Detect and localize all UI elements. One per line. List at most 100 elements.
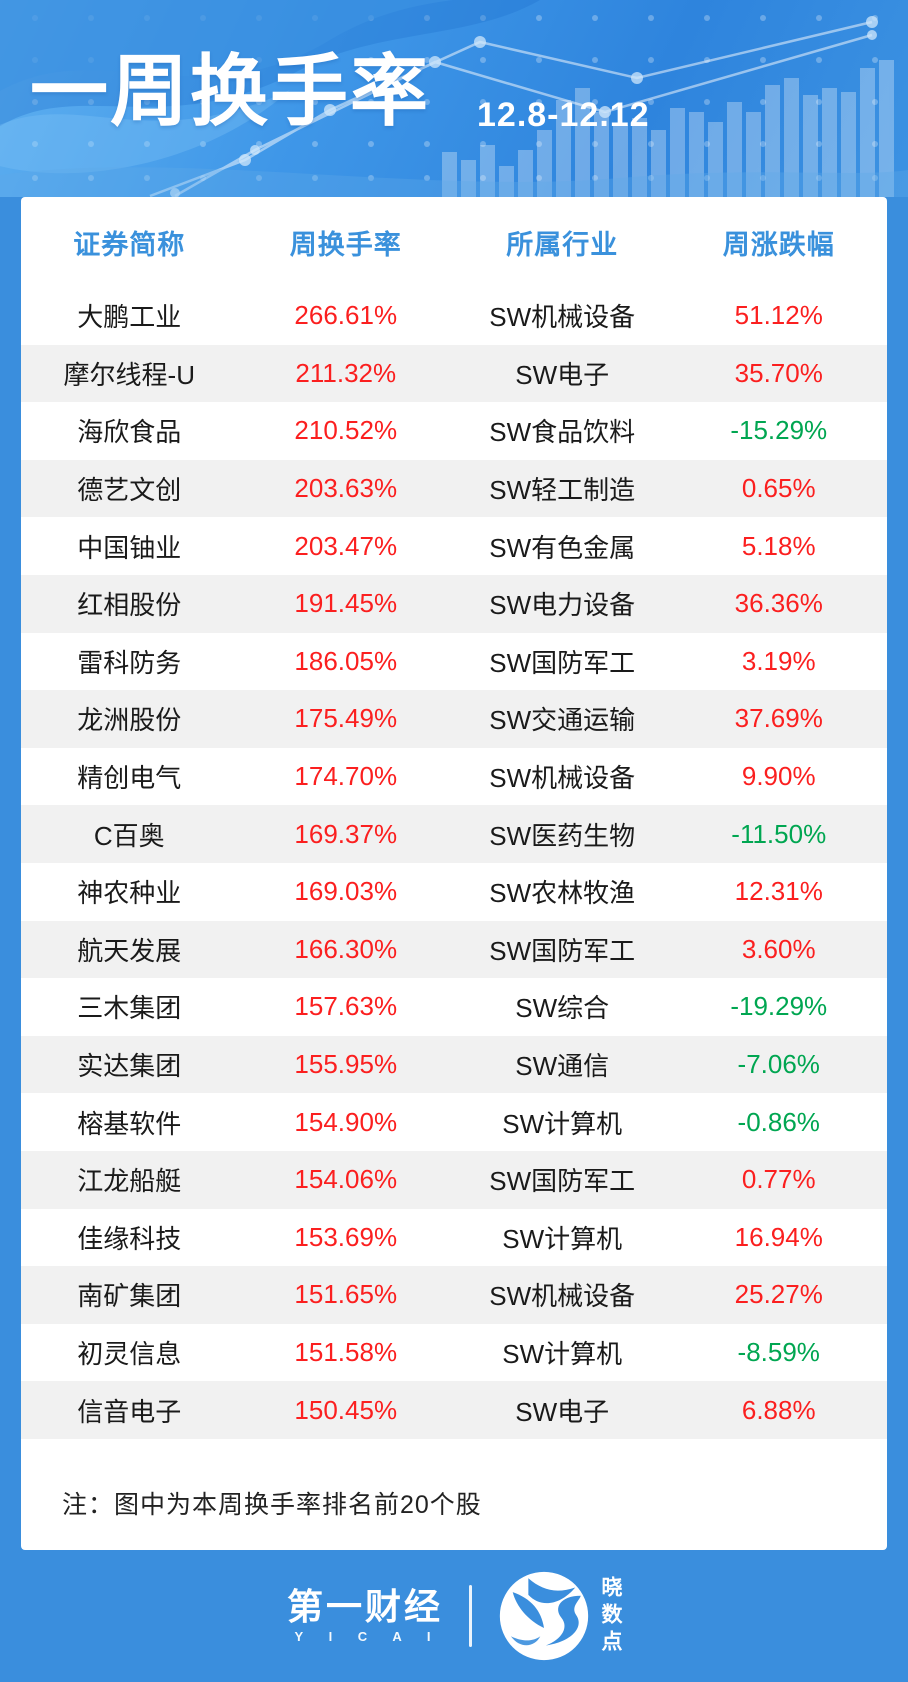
cell-industry: SW轻工制造	[489, 475, 636, 506]
cell-stock-name: 航天发展	[77, 935, 182, 966]
table-row: 南矿集团 151.65% SW机械设备 25.27%	[21, 1266, 887, 1324]
cell-weekly-change: 6.88%	[741, 1394, 816, 1425]
cell-weekly-change: -7.06%	[737, 1049, 820, 1080]
header-decoration-graphic	[0, 0, 908, 197]
table-row: 德艺文创 203.63% SW轻工制造 0.65%	[21, 459, 887, 518]
cell-stock-name: 德艺文创	[77, 475, 182, 506]
yicai-logo-cn: 第一财经	[286, 1585, 443, 1627]
cell-industry: SW机械设备	[489, 1281, 636, 1312]
cell-weekly-change: -0.86%	[737, 1106, 820, 1137]
cell-turnover-rate: 203.63%	[294, 473, 398, 504]
column-header-stock: 证券简称	[73, 229, 186, 260]
cell-stock-name: 大鹏工业	[77, 302, 182, 333]
cell-stock-name: 榕基软件	[77, 1108, 182, 1139]
cell-stock-name: 实达集团	[77, 1051, 182, 1082]
cell-industry: SW机械设备	[489, 763, 636, 794]
table-row: 佳缘科技 153.69% SW计算机 16.94%	[21, 1208, 887, 1267]
cell-industry: SW农林牧渔	[489, 878, 636, 909]
cell-weekly-change: -8.59%	[737, 1336, 820, 1367]
cell-industry: SW有色金属	[489, 532, 636, 563]
cell-stock-name: 摩尔线程-U	[63, 359, 195, 390]
table-row: 信音电子 150.45% SW电子 6.88%	[21, 1381, 887, 1439]
cell-turnover-rate: 174.70%	[294, 761, 398, 792]
table-row: 神农种业 169.03% SW农林牧渔 12.31%	[21, 862, 887, 921]
cell-industry: SW通信	[515, 1051, 610, 1082]
table-row: 海欣食品 210.52% SW食品饮料 -15.29%	[21, 402, 887, 460]
cell-stock-name: C百奥	[93, 820, 165, 851]
table-row: 三木集团 157.63% SW综合 -19.29%	[21, 978, 887, 1036]
table-row: C百奥 169.37% SW医药生物 -11.50%	[21, 805, 887, 863]
cell-weekly-change: 0.65%	[741, 473, 816, 504]
cell-industry: SW机械设备	[489, 302, 636, 333]
cell-stock-name: 佳缘科技	[77, 1223, 182, 1254]
table-body: 大鹏工业 266.61% SW机械设备 51.12% 摩尔线程-U 211.32% SW电子…	[21, 287, 887, 1439]
cell-weekly-change: -19.29%	[730, 991, 828, 1022]
cell-weekly-change: 36.36%	[734, 588, 823, 619]
cell-industry: SW电子	[515, 1396, 610, 1427]
yicai-logo: 第一财经 Y I C A I	[286, 1585, 443, 1645]
cell-stock-name: 信音电子	[77, 1396, 182, 1427]
cell-industry: SW国防军工	[489, 1166, 636, 1197]
cell-weekly-change: -11.50%	[731, 818, 827, 849]
cell-turnover-rate: 151.58%	[294, 1336, 398, 1367]
table-row: 红相股份 191.45% SW电力设备 36.36%	[21, 574, 887, 633]
xiaoshudian-logo-text: 晓数点	[599, 1575, 622, 1657]
table-row: 实达集团 155.95% SW通信 -7.06%	[21, 1035, 887, 1094]
cell-stock-name: 南矿集团	[77, 1281, 182, 1312]
cell-industry: SW计算机	[502, 1108, 623, 1139]
cell-turnover-rate: 150.45%	[294, 1394, 398, 1425]
cell-turnover-rate: 155.95%	[294, 1049, 398, 1080]
cell-turnover-rate: 186.05%	[294, 645, 398, 676]
cell-weekly-change: 12.31%	[734, 876, 823, 907]
xs-monogram-icon	[499, 1571, 589, 1661]
cell-turnover-rate: 211.32%	[295, 357, 397, 388]
cell-industry: SW交通运输	[489, 705, 636, 736]
cell-weekly-change: 3.60%	[741, 933, 816, 964]
cell-stock-name: 海欣食品	[77, 417, 182, 448]
table-card: 证券简称 周换手率 所属行业 周涨跌幅 大鹏工业 266.61% SW机械设备 51.…	[21, 197, 887, 1550]
cell-weekly-change: 16.94%	[734, 1221, 823, 1252]
cell-weekly-change: 25.27%	[734, 1279, 823, 1310]
table-row: 中国铀业 203.47% SW有色金属 5.18%	[21, 517, 887, 575]
cell-stock-name: 初灵信息	[77, 1338, 182, 1369]
page-title: 一周换手率	[30, 47, 431, 135]
cell-stock-name: 精创电气	[77, 763, 182, 794]
cell-weekly-change: -15.29%	[730, 415, 828, 446]
cell-turnover-rate: 210.52%	[294, 415, 398, 446]
wave-shape	[0, 0, 454, 92]
cell-turnover-rate: 153.69%	[294, 1221, 398, 1252]
cell-industry: SW计算机	[502, 1223, 623, 1254]
table-row: 雷科防务 186.05% SW国防军工 3.19%	[21, 632, 887, 691]
date-range: 12.8-12.12	[477, 96, 650, 134]
cell-weekly-change: 0.77%	[741, 1164, 816, 1195]
table-row: 榕基软件 154.90% SW计算机 -0.86%	[21, 1093, 887, 1151]
footer-bar: 第一财经 Y I C A I 晓数点	[0, 1550, 908, 1682]
cell-stock-name: 三木集团	[77, 993, 182, 1024]
cell-industry: SW国防军工	[489, 647, 636, 678]
header-banner: 一周换手率 12.8-12.12	[0, 0, 908, 197]
cell-turnover-rate: 175.49%	[294, 703, 398, 734]
bar-chart-decoration	[442, 60, 894, 197]
cell-industry: SW国防军工	[489, 935, 636, 966]
cell-weekly-change: 35.70%	[734, 357, 823, 388]
cell-turnover-rate: 203.47%	[294, 530, 398, 561]
yicai-logo-en: Y I C A I	[294, 1629, 442, 1645]
cell-turnover-rate: 191.45%	[294, 588, 398, 619]
cell-turnover-rate: 151.65%	[294, 1279, 398, 1310]
cell-weekly-change: 51.12%	[734, 300, 823, 331]
cell-stock-name: 江龙船艇	[77, 1166, 182, 1197]
cell-industry: SW电力设备	[489, 590, 636, 621]
cell-stock-name: 雷科防务	[77, 647, 182, 678]
cell-industry: SW计算机	[502, 1338, 623, 1369]
cell-turnover-rate: 169.03%	[294, 876, 398, 907]
table-row: 龙洲股份 175.49% SW交通运输 37.69%	[21, 690, 887, 748]
cell-industry: SW综合	[515, 993, 610, 1024]
cell-turnover-rate: 157.63%	[294, 991, 398, 1022]
table-row: 精创电气 174.70% SW机械设备 9.90%	[21, 747, 887, 806]
cell-turnover-rate: 169.37%	[294, 818, 398, 849]
cell-stock-name: 红相股份	[77, 590, 182, 621]
footer-divider	[469, 1585, 472, 1647]
table-row: 大鹏工业 266.61% SW机械设备 51.12%	[21, 287, 887, 345]
table-header-row: 证券简称 周换手率 所属行业 周涨跌幅	[21, 197, 887, 287]
